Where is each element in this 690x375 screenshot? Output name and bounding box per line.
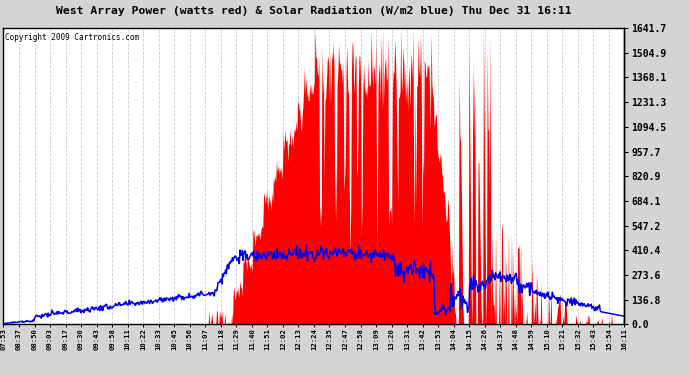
Text: Copyright 2009 Cartronics.com: Copyright 2009 Cartronics.com [6,33,139,42]
Text: West Array Power (watts red) & Solar Radiation (W/m2 blue) Thu Dec 31 16:11: West Array Power (watts red) & Solar Rad… [56,6,572,16]
